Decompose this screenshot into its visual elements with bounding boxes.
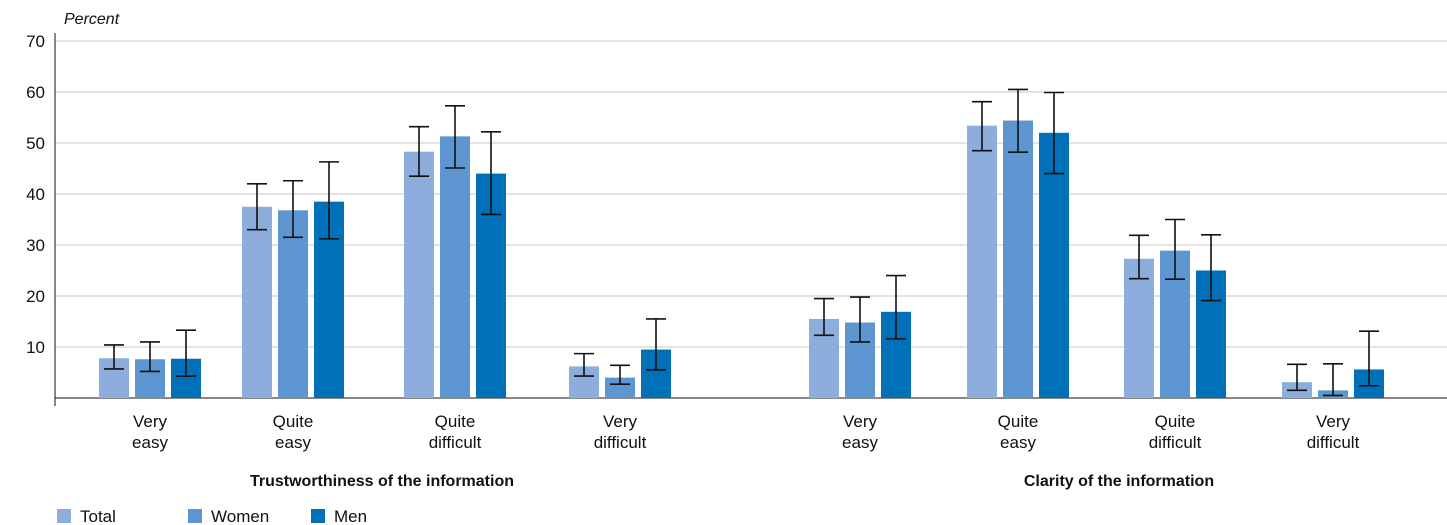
legend-label-women: Women bbox=[211, 507, 269, 525]
bars bbox=[99, 120, 1384, 399]
category-label-1-line-1: easy bbox=[275, 433, 311, 452]
y-axis-label: Percent bbox=[64, 11, 120, 28]
category-label-7-line-1: difficult bbox=[1307, 433, 1360, 452]
category-label-6-line-1: difficult bbox=[1149, 433, 1202, 452]
x-axis-labels: Very easy Quite easy Quite difficult Very diffi… bbox=[132, 412, 1360, 490]
bar-women-1 bbox=[278, 210, 308, 398]
bar-women-3 bbox=[605, 377, 635, 398]
category-label-7-line-0: Very bbox=[1316, 412, 1351, 431]
bar-total-1 bbox=[242, 206, 272, 398]
category-label-0-line-0: Very bbox=[133, 412, 168, 431]
y-tick-label-40: 40 bbox=[26, 185, 45, 204]
bar-total-6 bbox=[1124, 258, 1154, 398]
category-label-2-line-1: difficult bbox=[429, 433, 482, 452]
error-bars bbox=[104, 88, 1379, 397]
y-tick-label-30: 30 bbox=[26, 236, 45, 255]
y-tick-label-10: 10 bbox=[26, 338, 45, 357]
category-label-3-line-0: Very bbox=[603, 412, 638, 431]
bar-women-5 bbox=[1003, 120, 1033, 398]
bar-men-5 bbox=[1039, 132, 1069, 399]
y-tick-label-50: 50 bbox=[26, 134, 45, 153]
bar-women-2 bbox=[440, 136, 470, 398]
y-tick-label-70: 70 bbox=[26, 32, 45, 51]
bar-total-5 bbox=[967, 125, 997, 398]
y-axis: 10 20 30 40 50 60 70 bbox=[26, 32, 1447, 406]
category-label-2-line-0: Quite bbox=[435, 412, 476, 431]
legend-label-men: Men bbox=[334, 507, 367, 525]
category-label-5-line-1: easy bbox=[1000, 433, 1036, 452]
category-label-3-line-1: difficult bbox=[594, 433, 647, 452]
legend-swatch-total bbox=[57, 509, 71, 523]
category-label-5-line-0: Quite bbox=[998, 412, 1039, 431]
y-tick-label-20: 20 bbox=[26, 287, 45, 306]
category-label-6-line-0: Quite bbox=[1155, 412, 1196, 431]
category-label-4-line-0: Very bbox=[843, 412, 878, 431]
category-label-4-line-1: easy bbox=[842, 433, 878, 452]
category-label-0-line-1: easy bbox=[132, 433, 168, 452]
legend: Total Women Men bbox=[57, 507, 367, 525]
group-title-0: Trustworthiness of the information bbox=[250, 473, 514, 490]
group-title-1: Clarity of the information bbox=[1024, 473, 1214, 490]
legend-swatch-men bbox=[311, 509, 325, 523]
y-tick-label-60: 60 bbox=[26, 83, 45, 102]
legend-swatch-women bbox=[188, 509, 202, 523]
category-label-1-line-0: Quite bbox=[273, 412, 314, 431]
bar-total-2 bbox=[404, 151, 434, 398]
legend-label-total: Total bbox=[80, 507, 116, 525]
